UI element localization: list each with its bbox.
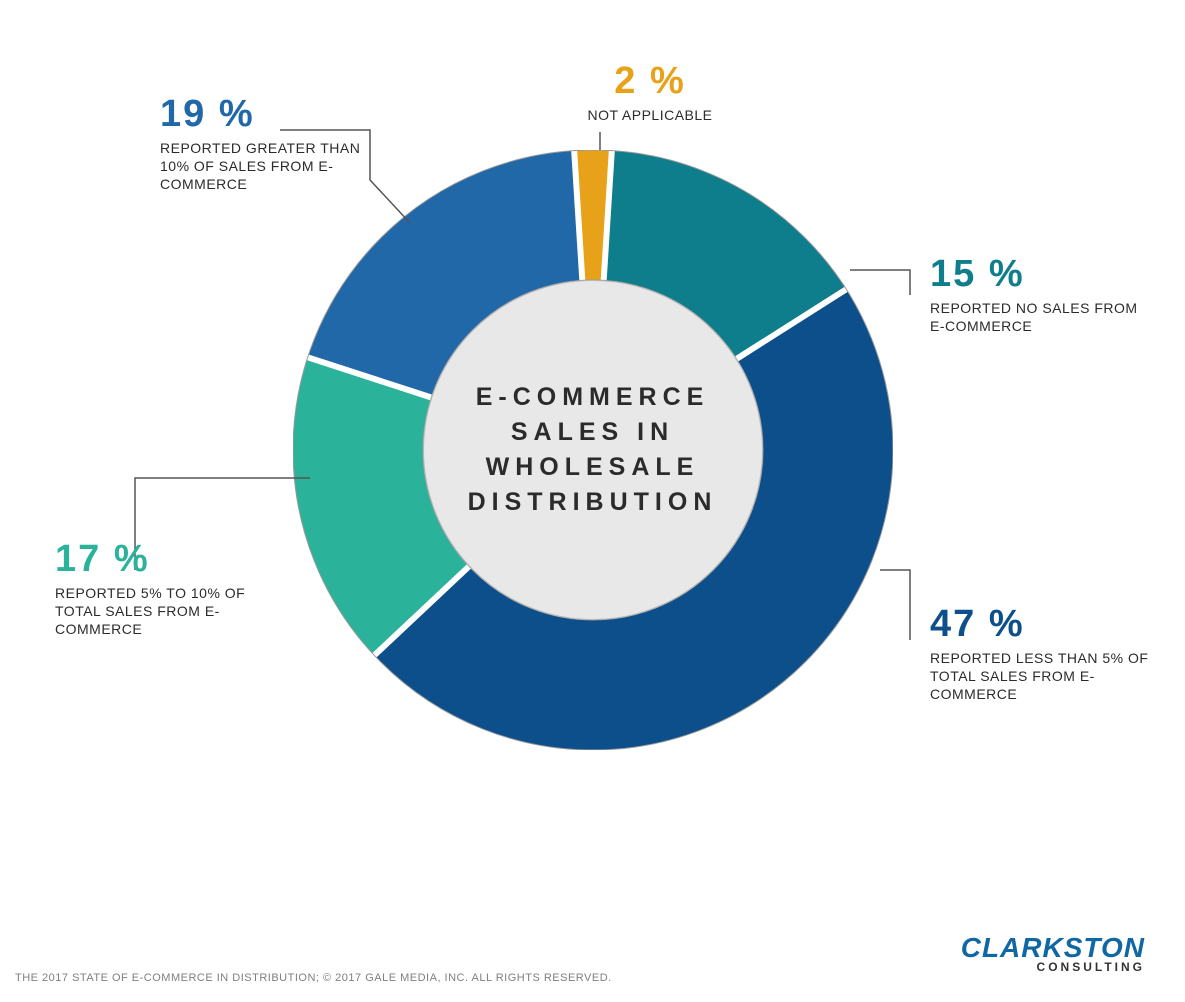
brand-logo: CLARKSTON CONSULTING (961, 932, 1145, 974)
donut-chart: E-COMMERCE SALES IN WHOLESALE DISTRIBUTI… (293, 150, 893, 750)
callout-text: REPORTED LESS THAN 5% OF TOTAL SALES FRO… (930, 649, 1150, 704)
callout-text: REPORTED GREATER THAN 10% OF SALES FROM … (160, 139, 390, 194)
callout-five-to-ten: 17 % REPORTED 5% TO 10% OF TOTAL SALES F… (55, 540, 255, 639)
callout-pct: 17 % (55, 540, 255, 578)
slice-not_applicable (577, 150, 609, 280)
callout-text: REPORTED NO SALES FROM E-COMMERCE (930, 299, 1140, 335)
callout-pct: 15 % (930, 255, 1140, 293)
footer-note: THE 2017 STATE OF E-COMMERCE IN DISTRIBU… (15, 972, 612, 984)
callout-pct: 2 % (565, 62, 735, 100)
callout-greater-10: 19 % REPORTED GREATER THAN 10% OF SALES … (160, 95, 390, 194)
callout-pct: 47 % (930, 605, 1150, 643)
callout-pct: 19 % (160, 95, 390, 133)
callout-text: NOT APPLICABLE (565, 106, 735, 124)
callout-not-applicable: 2 % NOT APPLICABLE (565, 62, 735, 124)
chart-center: E-COMMERCE SALES IN WHOLESALE DISTRIBUTI… (423, 280, 763, 620)
chart-title: E-COMMERCE SALES IN WHOLESALE DISTRIBUTI… (424, 380, 762, 520)
callout-less-5: 47 % REPORTED LESS THAN 5% OF TOTAL SALE… (930, 605, 1150, 704)
callout-text: REPORTED 5% TO 10% OF TOTAL SALES FROM E… (55, 584, 255, 639)
callout-no-sales: 15 % REPORTED NO SALES FROM E-COMMERCE (930, 255, 1140, 335)
